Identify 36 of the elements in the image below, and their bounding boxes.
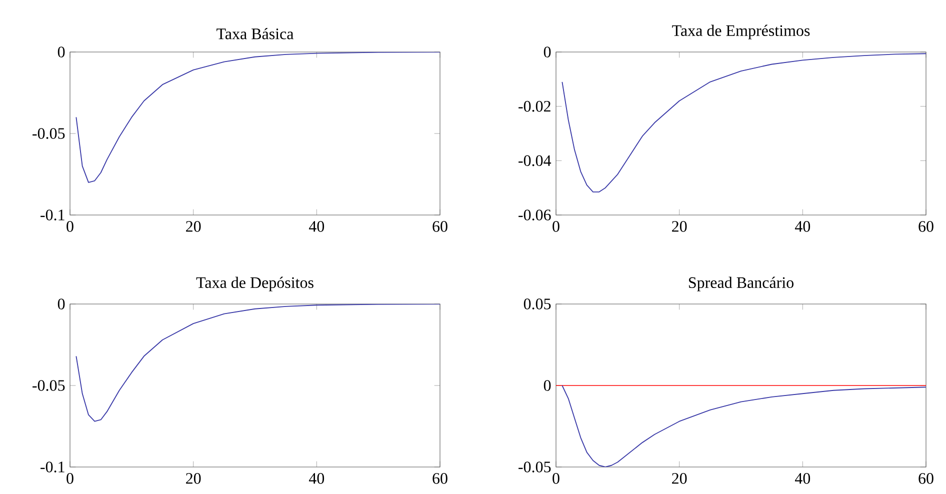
x-tick-label: 40	[308, 221, 324, 232]
y-tick-label: 0	[544, 380, 551, 391]
y-tick-label: -0.04	[518, 155, 552, 166]
y-tick-label: -0.05	[32, 128, 65, 139]
x-tick-label: 40	[794, 221, 810, 232]
x-tick-label: 0	[552, 473, 560, 484]
y-tick-label: 0	[58, 46, 65, 58]
chart-title: Taxa de Empréstimos	[672, 24, 810, 40]
y-tick-label: 0	[544, 46, 551, 58]
x-tick-label: 40	[308, 473, 324, 484]
x-tick-label: 0	[552, 221, 560, 232]
x-tick-label: 0	[66, 473, 74, 484]
line-series	[76, 304, 440, 422]
x-tick-label: 40	[794, 473, 810, 484]
y-tick-label: -0.06	[518, 210, 551, 220]
x-tick-label: 60	[918, 221, 934, 232]
y-tick-label: -0.05	[32, 380, 65, 391]
x-tick-label: 20	[186, 473, 201, 484]
y-tick-label: -0.1	[40, 210, 64, 220]
y-tick-label: -0.05	[518, 462, 551, 472]
y-tick-label: -0.1	[40, 462, 64, 472]
x-tick-label: 60	[432, 473, 448, 484]
line-series	[76, 52, 440, 183]
x-tick-label: 20	[672, 473, 687, 484]
x-tick-label: 20	[672, 221, 687, 232]
x-tick-label: 0	[66, 221, 74, 232]
y-tick-label: -0.02	[518, 100, 550, 112]
chart-title: Taxa Básica	[216, 28, 294, 40]
x-tick-label: 60	[432, 221, 448, 232]
chart-title: Taxa de Depósitos	[196, 276, 314, 292]
x-tick-label: 20	[186, 221, 201, 232]
line-series	[562, 53, 926, 192]
chart-title: Spread Bancário	[688, 276, 794, 292]
y-tick-label: 0.05	[524, 298, 551, 310]
y-tick-label: 0	[58, 298, 65, 310]
x-tick-label: 60	[918, 473, 934, 484]
